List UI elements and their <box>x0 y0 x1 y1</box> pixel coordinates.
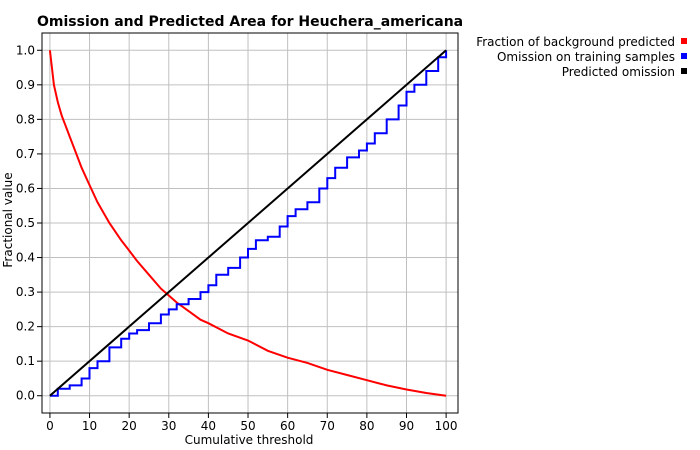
y-tick-label: 0.0 <box>16 389 35 403</box>
y-tick-label: 0.1 <box>16 354 35 368</box>
y-tick-label: 1.0 <box>16 43 35 57</box>
predicted-omission-line <box>49 49 447 397</box>
legend-swatch <box>681 68 687 74</box>
series-lines <box>48 49 448 397</box>
x-tick-label: 30 <box>161 419 176 433</box>
y-tick-label: 0.5 <box>16 216 35 230</box>
x-tick-label: 60 <box>280 419 295 433</box>
y-tick-label: 0.4 <box>16 251 35 265</box>
legend-swatch <box>681 38 687 44</box>
x-tick-label: 70 <box>320 419 335 433</box>
legend-label: Fraction of background predicted <box>476 35 675 49</box>
y-tick-label: 0.3 <box>16 285 35 299</box>
y-tick-label: 0.2 <box>16 320 35 334</box>
y-tick-label: 0.6 <box>16 181 35 195</box>
x-tick-label: 10 <box>82 419 97 433</box>
legend-label: Omission on training samples <box>497 50 675 64</box>
y-tick-label: 0.7 <box>16 147 35 161</box>
x-tick-label: 100 <box>435 419 458 433</box>
legend-swatch <box>681 53 687 59</box>
training-omission-line <box>49 50 448 397</box>
x-tick-label: 20 <box>122 419 137 433</box>
legend: Fraction of background predictedOmission… <box>476 35 687 79</box>
chart-title: Omission and Predicted Area for Heuchera… <box>37 14 463 30</box>
x-tick-label: 80 <box>359 419 374 433</box>
x-tick-label: 40 <box>201 419 216 433</box>
x-axis-label: Cumulative threshold <box>185 433 314 447</box>
x-tick-label: 50 <box>240 419 255 433</box>
background-predicted-line <box>48 50 447 397</box>
y-axis-label: Fractional value <box>1 172 15 267</box>
grid-lines <box>42 33 458 413</box>
legend-label: Predicted omission <box>562 65 675 79</box>
y-tick-label: 0.9 <box>16 78 35 92</box>
x-tick-label: 0 <box>46 419 54 433</box>
x-tick-label: 90 <box>399 419 414 433</box>
axis-ticks: 0 10 20 30 40 50 60 70 80 90 100 0.0 0.1 0.2 0.3 0.4 0.5… <box>16 43 458 433</box>
y-tick-label: 0.8 <box>16 112 35 126</box>
